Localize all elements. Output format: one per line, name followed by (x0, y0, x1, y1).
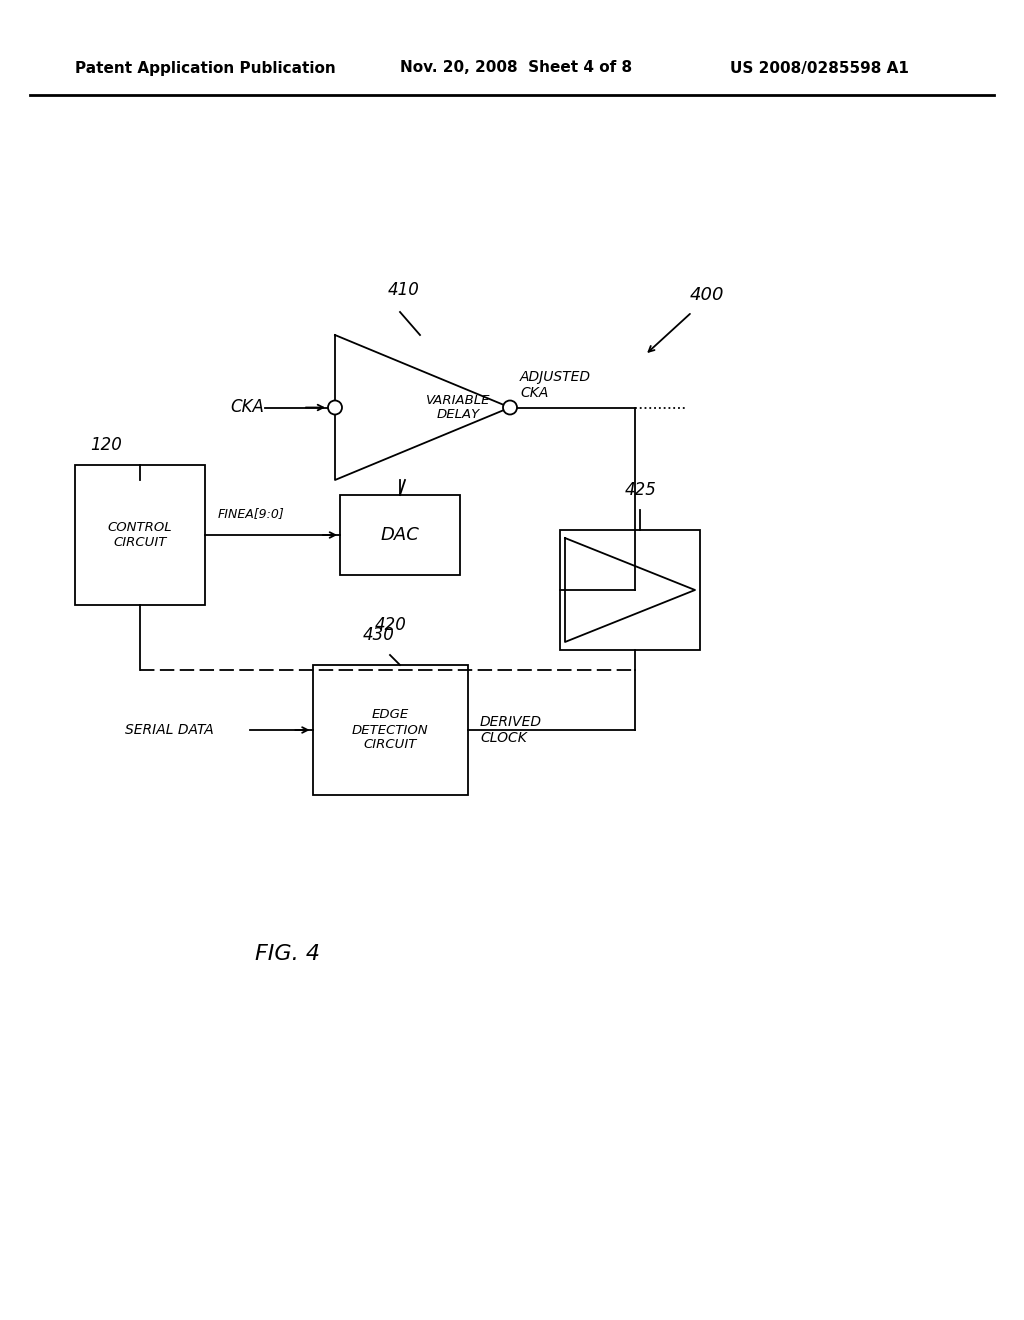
Text: EDGE
DETECTION
CIRCUIT: EDGE DETECTION CIRCUIT (351, 709, 428, 751)
Text: VARIABLE
DELAY: VARIABLE DELAY (426, 393, 490, 421)
Text: DERIVED
CLOCK: DERIVED CLOCK (480, 715, 542, 746)
Bar (75, 465, 205, 605)
Text: 420: 420 (375, 616, 407, 634)
Text: DAC: DAC (381, 525, 420, 544)
Text: Nov. 20, 2008  Sheet 4 of 8: Nov. 20, 2008 Sheet 4 of 8 (400, 61, 632, 75)
Text: CKA: CKA (230, 399, 264, 417)
Bar (312, 665, 468, 795)
Text: 430: 430 (362, 626, 395, 644)
Text: ADJUSTED
CKA: ADJUSTED CKA (520, 370, 591, 400)
Text: FIG. 4: FIG. 4 (255, 944, 319, 964)
Text: 400: 400 (690, 286, 725, 304)
Bar (560, 531, 700, 649)
Text: 120: 120 (90, 436, 122, 454)
Text: CONTROL
CIRCUIT: CONTROL CIRCUIT (108, 521, 172, 549)
Text: FINEA[9:0]: FINEA[9:0] (218, 507, 285, 520)
Circle shape (328, 400, 342, 414)
Text: US 2008/0285598 A1: US 2008/0285598 A1 (730, 61, 909, 75)
Bar (340, 495, 460, 576)
Circle shape (503, 400, 517, 414)
Text: 410: 410 (388, 281, 420, 300)
Text: 425: 425 (625, 480, 656, 499)
Text: SERIAL DATA: SERIAL DATA (125, 723, 214, 737)
Text: Patent Application Publication: Patent Application Publication (75, 61, 336, 75)
